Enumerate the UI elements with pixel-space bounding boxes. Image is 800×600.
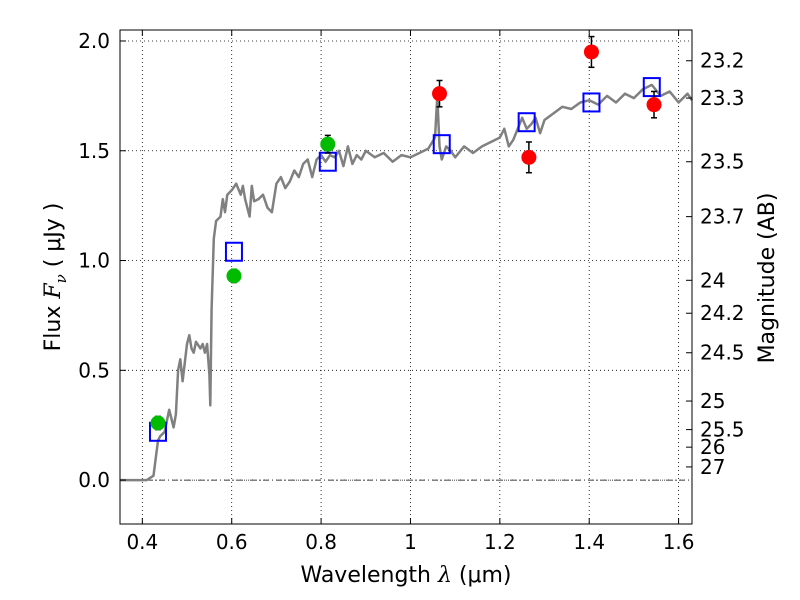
observed-flux-point (583, 44, 599, 60)
x-tick-label: 0.6 (216, 530, 248, 554)
magnitude-tick-label: 25.5 (700, 418, 745, 442)
x-tick-label: 1 (404, 530, 417, 554)
y-axis-label-prefix: Flux (41, 299, 66, 352)
observed-flux-point (320, 136, 336, 152)
magnitude-tick-label: 24 (700, 268, 725, 292)
magnitude-tick-label: 26 (700, 435, 725, 459)
y-axis-label-symbol: F (41, 283, 66, 300)
observed-flux-point (646, 97, 662, 113)
magnitude-axis-label: Magnitude (AB) (755, 193, 780, 364)
magnitude-tick-label: 25 (700, 389, 725, 413)
y-tick-label: 0.5 (78, 358, 110, 382)
plot-frame (119, 29, 693, 525)
y-tick-label: 1.5 (78, 139, 110, 163)
model-photometry-square (642, 77, 661, 98)
magnitude-tick-label: 27 (700, 455, 725, 479)
y-axis-label: Flux Fν ( μJy ) (41, 203, 70, 352)
magnitude-tick-label: 23.7 (700, 205, 745, 229)
x-axis-label: Wavelength λ (μm) (300, 563, 511, 588)
observed-flux-point (521, 149, 537, 165)
x-tick-label: 0.8 (305, 530, 337, 554)
x-tick-label: 1.6 (663, 530, 695, 554)
magnitude-tick-label: 23.5 (700, 150, 745, 174)
observed-flux-point (226, 268, 242, 284)
model-photometry-square (224, 241, 243, 262)
observed-flux-point (432, 86, 448, 102)
y-axis-label-subscript: ν (52, 274, 70, 283)
x-axis-label-suffix: (μm) (452, 563, 512, 588)
y-tick-label: 0.0 (78, 468, 110, 492)
plot-area (120, 35, 694, 482)
magnitude-tick-label: 23.2 (700, 49, 745, 73)
model-spectrum-line (120, 83, 694, 482)
y-tick-label: 1.0 (78, 249, 110, 273)
model-photometry-square (517, 112, 536, 133)
grid (120, 30, 692, 524)
axis-ticks: 0.4 0.6 0.8 1 1.2 1.4 1.6 0.0 0.5 1.0 1.5 2.0 23.2 23… (78, 29, 744, 554)
magnitude-tick-label: 23.3 (700, 86, 745, 110)
x-tick-label: 0.4 (126, 530, 158, 554)
magnitude-tick-label: 24.5 (700, 341, 745, 365)
x-axis-label-symbol: λ (437, 563, 452, 588)
model-photometry-square (432, 134, 451, 155)
x-axis-label-prefix: Wavelength (300, 563, 438, 588)
observed-flux-point (150, 415, 166, 431)
y-axis-label-suffix: ( μJy ) (41, 203, 66, 275)
model-photometry-square (582, 92, 601, 113)
x-tick-label: 1.2 (484, 530, 516, 554)
x-tick-label: 1.4 (573, 530, 605, 554)
magnitude-tick-label: 24.2 (700, 301, 745, 325)
y-tick-label: 2.0 (78, 29, 110, 53)
